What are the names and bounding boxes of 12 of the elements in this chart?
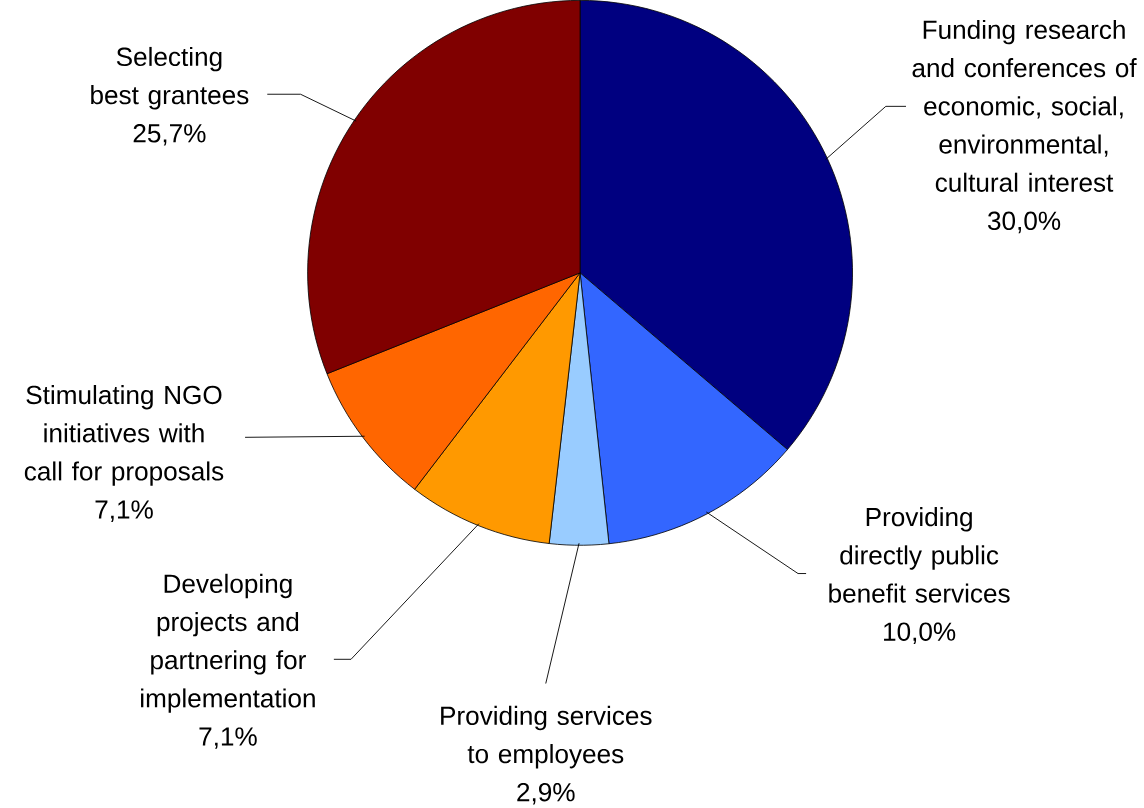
data-label: 25,7% <box>133 124 206 146</box>
slice-label: Providing services to employees <box>441 705 652 769</box>
data-label: 2,9% <box>517 782 575 805</box>
data-label: 7,1% <box>199 727 257 749</box>
data-label: 7,1% <box>95 500 153 522</box>
slice-label: Selecting best grantees <box>91 47 249 110</box>
slice-label: Stimulating NGO initiatives with call for proposals <box>24 385 224 486</box>
slice-label: Funding research and conferences of economic, social, environmental, cultural interest <box>912 19 1137 192</box>
slice-label: Providing directly public benefit services <box>829 507 1010 603</box>
data-label: 30,0% <box>987 211 1061 234</box>
slice-label: Developing projects and partnering for implementation <box>141 573 315 713</box>
data-label: 10,0% <box>884 622 956 645</box>
